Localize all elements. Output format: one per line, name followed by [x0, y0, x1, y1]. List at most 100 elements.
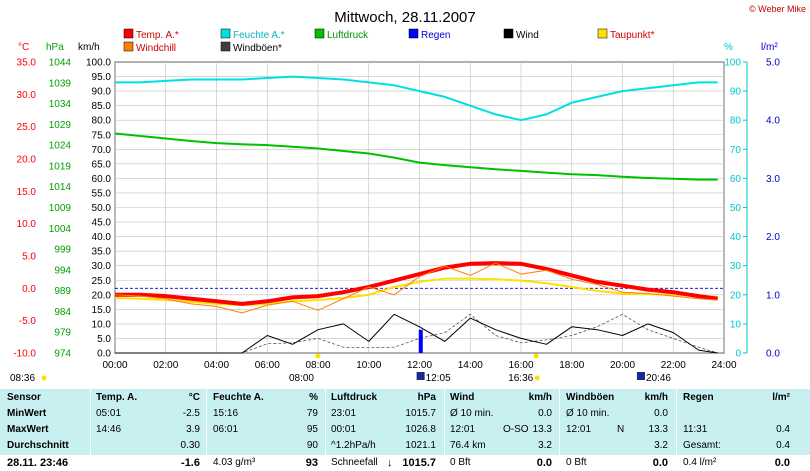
sunrise-label: 08:00 — [289, 373, 314, 384]
table-cell-hum-v: 95 — [306, 424, 318, 435]
pressure-tick-label: 979 — [54, 328, 71, 339]
table-cell-temp-v: 0.30 — [180, 440, 200, 451]
pressure-tick-label: 984 — [54, 307, 71, 318]
temp-tick-label: 20.0 — [17, 155, 37, 166]
speed-tick-label: 5.0 — [97, 334, 111, 345]
speed-tick-label: 60.0 — [92, 174, 112, 185]
table-cell-wind-dir: O-SO — [503, 424, 529, 435]
speed-tick-label: 100.0 — [86, 58, 111, 69]
legend-label: Feuchte A.* — [233, 30, 285, 41]
temp-tick-label: 0.0 — [22, 284, 36, 295]
legend-swatch — [220, 41, 231, 52]
grid — [114, 61, 725, 354]
x-tick-label: 04:00 — [204, 360, 229, 371]
speed-tick-label: 55.0 — [92, 188, 112, 199]
current-temp: -1.6 — [181, 457, 200, 469]
legend-swatch — [123, 28, 134, 39]
series-line — [115, 313, 718, 354]
speed-tick-label: 75.0 — [92, 130, 112, 141]
speed-tick-label: 30.0 — [92, 261, 112, 272]
header-gust: Windböen — [566, 392, 615, 403]
humidity-tick-label: 20 — [730, 290, 742, 301]
temp-tick-label: -10.0 — [13, 349, 36, 360]
current-rain-total: 0.4 l/m² — [683, 457, 717, 468]
legend-label: Temp. A.* — [136, 30, 179, 41]
legend-label: Taupunkt* — [610, 30, 655, 41]
speed-tick-label: 80.0 — [92, 116, 112, 127]
speed-tick-label: 85.0 — [92, 101, 112, 112]
current-wind: 0.0 — [536, 457, 552, 469]
header-gust-unit: km/h — [644, 392, 668, 403]
table-cell-temp-v: 3.9 — [186, 424, 200, 435]
speed-tick-label: 45.0 — [92, 218, 112, 229]
pressure-tick-label: 974 — [54, 349, 71, 360]
table-cell-hum-t: 06:01 — [213, 424, 239, 435]
table-row: Durchschnitt 0.30 90 ^1.2hPa/h 1021.1 76.4 km… — [0, 439, 810, 454]
humidity-tick-label: 100 — [724, 58, 741, 69]
table-cell-temp-t: 05:01 — [96, 408, 122, 419]
table-cell-temp-v: -2.5 — [182, 408, 200, 419]
series-line — [115, 261, 718, 306]
axes: 100.095.090.085.080.075.070.065.060.055.… — [13, 58, 780, 372]
table-header-row: Sensor Temp. A. °C Feuchte A. % Luftdruc… — [0, 391, 810, 406]
chart-title: Mittwoch, 28.11.2007 — [334, 9, 475, 26]
legend-swatch — [123, 41, 134, 52]
humidity-tick-label: 40 — [730, 232, 742, 243]
rain-unit-label: l/m² — [761, 42, 778, 53]
table-cell-rain-t: 11:31 — [683, 424, 708, 435]
table-cell-wind-t: Ø 10 min. — [450, 408, 494, 419]
humidity-tick-label: 70 — [730, 145, 742, 156]
legend-swatch — [503, 28, 514, 39]
speed-unit-label: km/h — [78, 42, 100, 53]
table-cell-rain-v: 0.4 — [776, 424, 790, 435]
pressure-tick-label: 1039 — [49, 78, 72, 89]
temp-tick-label: -5.0 — [19, 316, 37, 327]
temp-tick-label: 30.0 — [17, 90, 37, 101]
table-cell-gust-v: 13.3 — [648, 424, 668, 435]
pressure-tick-label: 999 — [54, 245, 71, 256]
series-line — [114, 277, 718, 307]
header-rain: Regen — [683, 392, 714, 403]
current-pressure: 1015.7 — [402, 457, 436, 469]
sun-icon — [41, 375, 47, 381]
series-line — [115, 75, 718, 122]
table-cell-temp-t: 14:46 — [96, 424, 122, 435]
temp-tick-label: 25.0 — [17, 122, 37, 133]
table-cell-press-v: 1021.1 — [405, 440, 436, 451]
humidity-tick-label: 10 — [730, 319, 742, 330]
moonrise-label: 12:05 — [426, 373, 451, 384]
header-temp: Temp. A. — [96, 392, 138, 403]
speed-tick-label: 65.0 — [92, 159, 112, 170]
copyright-label: © Weber Mike — [749, 4, 806, 14]
temp-tick-label: 5.0 — [22, 252, 36, 263]
header-sensor: Sensor — [7, 392, 41, 403]
current-wind-bft: 0 Bft — [450, 457, 471, 468]
pressure-tick-label: 1019 — [49, 161, 72, 172]
daylight-label: 08:36 — [10, 373, 35, 384]
rain-tick-label: 5.0 — [766, 58, 780, 69]
legend-swatch — [314, 28, 325, 39]
moon-icon — [416, 372, 425, 380]
header-rain-unit: l/m² — [772, 392, 790, 403]
legend-label: Windböen* — [233, 43, 282, 54]
pressure-tick-label: 994 — [54, 265, 71, 276]
x-tick-label: 10:00 — [356, 360, 381, 371]
humidity-tick-label: 90 — [730, 87, 742, 98]
speed-tick-label: 90.0 — [92, 87, 112, 98]
table-cell-wind-v: 13.3 — [532, 424, 552, 435]
legend-label: Wind — [516, 30, 539, 41]
series — [114, 75, 718, 354]
weather-chart: Mittwoch, 28.11.2007 © Weber Mike Temp. … — [10, 4, 806, 384]
x-tick-label: 00:00 — [102, 360, 127, 371]
rain-tick-label: 2.0 — [766, 232, 780, 243]
legend-swatch — [408, 28, 419, 39]
legend-label: Windchill — [136, 43, 176, 54]
speed-tick-label: 20.0 — [92, 290, 112, 301]
sun-icon — [533, 353, 539, 359]
col-sep — [559, 389, 560, 471]
pressure-tick-label: 1024 — [49, 141, 72, 152]
table-cell-rain-v: 0.4 — [776, 440, 790, 451]
series-line — [114, 262, 718, 314]
x-tick-label: 22:00 — [661, 360, 686, 371]
table-cell-gust-t: Ø 10 min. — [566, 408, 610, 419]
